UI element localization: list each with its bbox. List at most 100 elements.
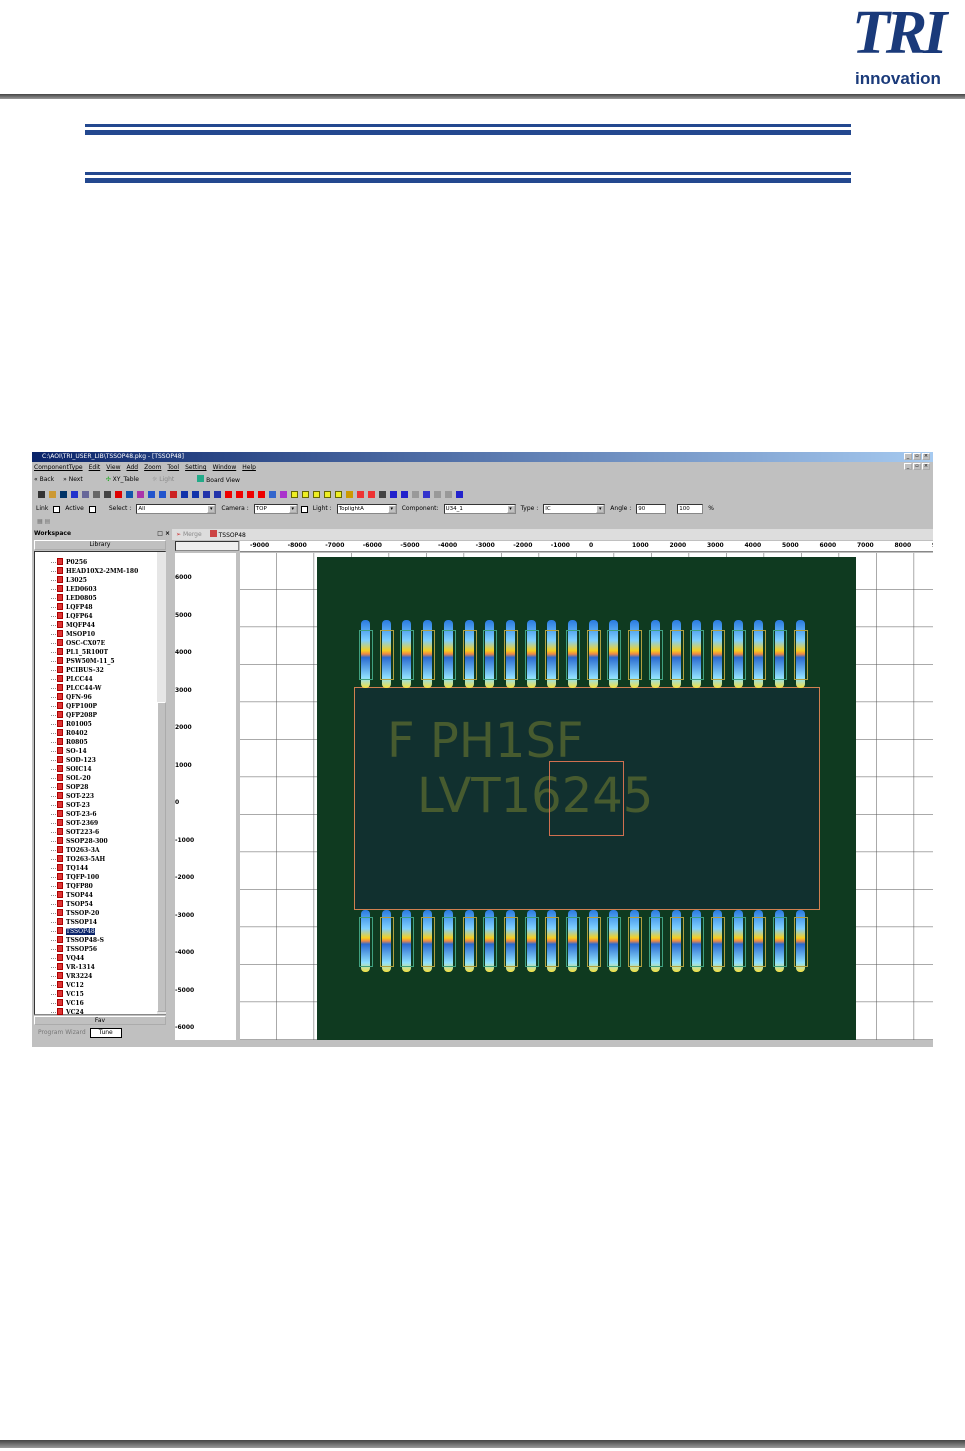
top-pin-window[interactable] xyxy=(441,630,456,680)
tree-item[interactable]: R0402 xyxy=(51,729,88,738)
top-pin-window[interactable] xyxy=(462,630,477,680)
m-icon[interactable] xyxy=(412,490,419,498)
tree-item[interactable]: HEAD10X2-2MM-180 xyxy=(50,567,138,576)
bottom-pin-window[interactable] xyxy=(628,917,643,967)
delete-icon[interactable] xyxy=(115,490,122,498)
component-image[interactable]: F PH1SF LVT16245 xyxy=(317,557,856,1040)
box1-icon[interactable] xyxy=(291,490,298,498)
camera-checkbox[interactable] xyxy=(300,505,308,513)
expand-icon[interactable] xyxy=(434,490,441,498)
target-icon[interactable] xyxy=(170,490,177,498)
back-button[interactable]: « Back xyxy=(34,476,55,483)
link-checkbox[interactable] xyxy=(53,505,61,513)
bottom-pin-window[interactable] xyxy=(648,917,663,967)
tree-item[interactable]: PCIBUS-32 xyxy=(51,666,104,675)
tree-item[interactable]: TSSOP-20 xyxy=(50,909,99,918)
component-dropdown[interactable]: U34_1 ▾ xyxy=(443,504,516,514)
tree-item[interactable]: SOP28 xyxy=(50,783,88,792)
board-view-button[interactable]: Board View xyxy=(197,475,240,485)
tree-item[interactable]: VC24 xyxy=(51,1008,84,1017)
menu-tool[interactable]: Tool xyxy=(167,464,180,471)
tree-item[interactable]: TO263-3A xyxy=(51,846,100,855)
bottom-pin-window[interactable] xyxy=(586,917,601,967)
tree-item[interactable]: TSSOP48 xyxy=(51,927,95,936)
tree-item[interactable]: VR-1314 xyxy=(51,963,95,972)
box4-icon[interactable] xyxy=(324,490,331,498)
bottom-pin-window[interactable] xyxy=(793,917,808,967)
top-pin-window[interactable] xyxy=(503,630,518,680)
top-pin-window[interactable] xyxy=(379,630,394,680)
top-pin-window[interactable] xyxy=(793,630,808,680)
type-dropdown[interactable]: IC ▾ xyxy=(543,504,606,514)
menu-view[interactable]: View xyxy=(106,464,121,471)
tree-item[interactable]: TSSOP48-S xyxy=(51,936,104,945)
tree-item[interactable]: L3025 xyxy=(51,576,87,585)
tree-item[interactable]: OSC-CX07E xyxy=(50,639,105,648)
tree-item[interactable]: PSW50M-11_5 xyxy=(51,657,115,666)
tab-tune[interactable]: Tune xyxy=(89,1028,122,1038)
tree-item[interactable]: SSOP28-300 xyxy=(51,837,108,846)
pl-icon[interactable] xyxy=(390,490,397,498)
tree-item[interactable]: TSSOP14 xyxy=(50,918,97,927)
collapse-icon[interactable] xyxy=(445,490,452,498)
top-pin-window[interactable] xyxy=(690,630,705,680)
top-pin-window[interactable] xyxy=(400,630,415,680)
tree-item[interactable]: TSOP44 xyxy=(51,891,93,900)
tree-item[interactable]: SOT-223 xyxy=(50,792,94,801)
refresh-icon[interactable] xyxy=(71,490,78,498)
xy-table-button[interactable]: ✣ XY_Table xyxy=(106,476,139,484)
tree-item[interactable]: LED0603 xyxy=(51,585,97,594)
tree-item[interactable]: PLCC44 xyxy=(51,675,93,684)
tree-item[interactable]: SOT-23-6 xyxy=(51,810,97,819)
top-pin-window[interactable] xyxy=(566,630,580,680)
bottom-pin-window[interactable] xyxy=(483,917,498,967)
xy-icon[interactable] xyxy=(423,490,430,498)
tree-item[interactable]: P0256 xyxy=(50,558,87,567)
library-header[interactable]: Library xyxy=(34,540,166,550)
tree-item[interactable]: SOT-2369 xyxy=(50,819,98,828)
copy-icon[interactable] xyxy=(93,490,100,498)
tree-item[interactable]: PLCC44-W xyxy=(51,684,102,693)
child-close-button[interactable]: × xyxy=(922,463,930,470)
restore-button[interactable]: ▫ xyxy=(913,453,921,460)
menu-help[interactable]: Help xyxy=(242,464,256,471)
bottom-pin-window[interactable] xyxy=(462,917,477,967)
menu-componenttype[interactable]: ComponentType xyxy=(34,464,83,471)
fav-button[interactable]: Fav xyxy=(34,1016,166,1025)
bottom-pin-window[interactable] xyxy=(441,917,456,967)
menu-add[interactable]: Add xyxy=(126,464,139,471)
measure-icon[interactable] xyxy=(357,490,364,498)
top-pin-window[interactable] xyxy=(483,630,498,680)
close-icon[interactable]: □ × xyxy=(157,530,170,537)
bottom-pin-window[interactable] xyxy=(359,917,373,967)
select-dropdown[interactable]: All ▾ xyxy=(136,504,217,514)
top-pin-window[interactable] xyxy=(669,630,684,680)
top-pin-window[interactable] xyxy=(586,630,601,680)
bottom-pin-window[interactable] xyxy=(690,917,705,967)
tree-item[interactable]: VC16 xyxy=(51,999,84,1008)
arrow-right-icon[interactable] xyxy=(258,490,265,498)
tree-item[interactable]: R01005 xyxy=(51,720,92,729)
top-pin-window[interactable] xyxy=(773,630,787,680)
box3-icon[interactable] xyxy=(313,490,320,498)
open-icon[interactable] xyxy=(49,490,56,498)
tree-item[interactable]: QFP208P xyxy=(50,711,97,720)
tree-item[interactable]: SOL-20 xyxy=(51,774,91,783)
light-dropdown[interactable]: ToplightA ▾ xyxy=(336,504,397,514)
angle-input[interactable]: 90 xyxy=(636,504,667,514)
tree-item[interactable]: TQFP-100 xyxy=(50,873,99,882)
camera-dropdown[interactable]: TOP ▾ xyxy=(253,504,298,514)
bottom-pin-window[interactable] xyxy=(752,917,767,967)
arrow-up-icon[interactable] xyxy=(225,490,232,498)
menu-zoom[interactable]: Zoom xyxy=(144,464,162,471)
top-pin-window[interactable] xyxy=(524,630,539,680)
child-restore-button[interactable]: ▫ xyxy=(913,463,921,470)
top-pin-window[interactable] xyxy=(421,630,436,680)
light-button[interactable]: ☼ Light xyxy=(151,476,175,483)
tree-item[interactable]: SOT223-6 xyxy=(50,828,99,837)
close-button[interactable]: × xyxy=(922,453,930,460)
zoom-in-icon[interactable] xyxy=(203,490,210,498)
top-pin-window[interactable] xyxy=(359,630,373,680)
bottom-pin-window[interactable] xyxy=(669,917,684,967)
tree-item[interactable]: TSOP54 xyxy=(51,900,93,909)
